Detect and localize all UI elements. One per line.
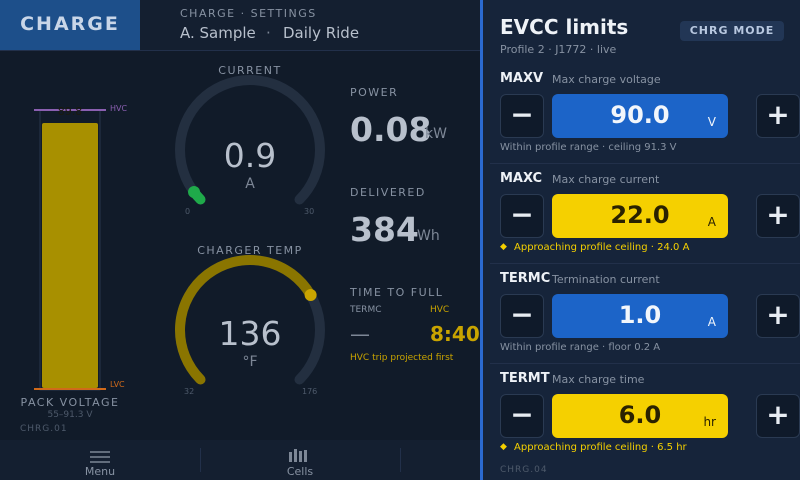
termc-label: TERMC — [350, 305, 382, 315]
param-key: TERMC — [500, 271, 551, 286]
value-field[interactable]: 6.0 hr — [552, 394, 728, 438]
pack-range: 55–91.3 V — [47, 410, 93, 420]
param-desc: Max charge time — [552, 373, 645, 386]
param-key: MAXV — [500, 71, 544, 86]
param-note: Approaching profile ceiling · 6.5 hr — [514, 442, 687, 453]
title-tab[interactable] — [0, 0, 140, 50]
warn-icon: ◆ — [500, 442, 507, 452]
decrement-button[interactable]: − — [500, 294, 544, 338]
decrement-button[interactable]: − — [500, 194, 544, 238]
power-value: 0.08 — [350, 110, 432, 149]
param-unit: A — [707, 215, 716, 229]
param-value: 1.0 — [618, 301, 662, 329]
app-title: CHARGE — [20, 13, 120, 35]
ttf-note: HVC trip projected first — [350, 353, 454, 363]
pack-bar — [42, 123, 98, 388]
dashboard-graphics — [0, 0, 480, 472]
gauge-dot — [188, 186, 201, 199]
increment-button[interactable]: + — [756, 194, 800, 238]
temp-unit: °F — [242, 354, 258, 370]
value-field[interactable]: 22.0 A — [552, 194, 728, 238]
param-note: Within profile range · ceiling 91.3 V — [500, 142, 677, 153]
delivered-value: 384 — [350, 210, 419, 249]
value-field[interactable]: 90.0 V — [552, 94, 728, 138]
row-divider — [490, 263, 800, 264]
separator: · — [266, 24, 271, 42]
param-unit: V — [707, 115, 716, 129]
nav-menu[interactable]: Menu — [84, 465, 116, 478]
param-note: Within profile range · floor 0.2 A — [500, 342, 661, 353]
menu-icon — [90, 451, 110, 463]
cells-icon — [289, 449, 307, 462]
hvc-label: HVC — [110, 104, 128, 113]
panel-subtitle: Profile 2 · J1772 · live — [500, 43, 617, 56]
decrement-button[interactable]: − — [500, 94, 544, 138]
panel-id: CHRG.04 — [500, 465, 548, 475]
row-divider — [490, 363, 800, 364]
temp-value: 136 — [218, 314, 282, 353]
delivered-unit: Wh — [417, 228, 440, 244]
panel-title: EVCC limits — [500, 15, 629, 39]
param-unit: A — [707, 315, 716, 329]
current-min: 0 — [185, 207, 191, 216]
temp-min: 32 — [184, 387, 195, 396]
mode-button[interactable]: CHRG MODE — [680, 21, 784, 41]
breadcrumb: CHARGE · SETTINGS — [180, 7, 317, 20]
current-label: CURRENT — [218, 64, 282, 77]
ride-mode[interactable]: Daily Ride — [283, 24, 360, 42]
increment-button[interactable]: + — [756, 94, 800, 138]
current-max: 30 — [304, 207, 315, 216]
param-key: MAXC — [500, 171, 543, 186]
param-value: 22.0 — [610, 201, 670, 229]
pack-value: 89.8 — [57, 105, 83, 118]
param-unit: hr — [703, 415, 716, 429]
nav-cells[interactable]: Cells — [286, 465, 314, 478]
power-label: POWER — [350, 86, 399, 99]
warn-icon: ◆ — [500, 242, 507, 252]
row-divider — [490, 163, 800, 164]
ttf-label: TIME TO FULL — [350, 286, 444, 299]
delivered-label: DELIVERED — [350, 186, 426, 199]
lvc-label: LVC — [110, 380, 125, 389]
current-unit: A — [245, 176, 255, 192]
decrement-button[interactable]: − — [500, 394, 544, 438]
screen-id: CHRG.01 — [20, 424, 68, 434]
param-value: 90.0 — [610, 101, 670, 129]
temp-max: 176 — [302, 387, 318, 396]
param-key: TERMT — [500, 371, 550, 386]
increment-button[interactable]: + — [756, 294, 800, 338]
hvc-ttf-label: HVC — [430, 305, 450, 315]
param-desc: Max charge voltage — [552, 73, 661, 86]
increment-button[interactable]: + — [756, 394, 800, 438]
termc-value: — — [350, 322, 370, 346]
value-field[interactable]: 1.0 A — [552, 294, 728, 338]
param-desc: Termination current — [552, 273, 660, 286]
power-unit: kW — [425, 126, 447, 142]
gauge-dot — [304, 289, 317, 301]
gauge-track — [175, 75, 325, 205]
param-value: 6.0 — [618, 401, 662, 429]
user: A. Sample — [180, 24, 256, 42]
param-note: Approaching profile ceiling · 24.0 A — [514, 242, 690, 253]
pack-label: PACK VOLTAGE — [20, 396, 120, 409]
current-value: 0.9 — [223, 136, 277, 175]
temp-label: CHARGER TEMP — [197, 244, 303, 257]
gauge-value — [175, 255, 316, 385]
hvc-ttf-value: 8:40 — [430, 322, 480, 346]
param-desc: Max charge current — [552, 173, 660, 186]
